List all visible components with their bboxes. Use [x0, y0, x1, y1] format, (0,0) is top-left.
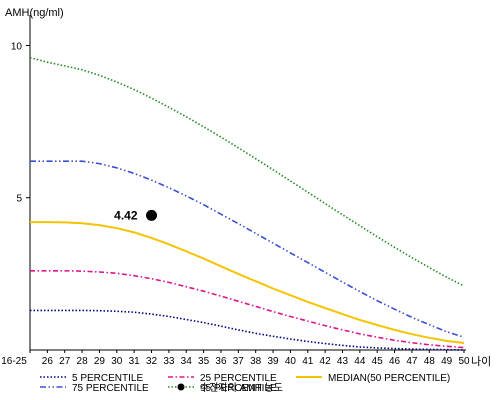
legend-label: 수진자의 AMH 농도 [200, 382, 283, 394]
x-tick-label: 29 [94, 356, 106, 367]
legend-label: 95 PERCENTILE [200, 383, 277, 394]
x-tick-label: 38 [250, 356, 262, 367]
x-tick-label: 49 [441, 356, 453, 367]
x-tick-label: 30 [111, 356, 123, 367]
patient-point [146, 209, 158, 221]
series-line [30, 160, 465, 338]
x-tick-label: 35 [198, 356, 210, 367]
legend-label: 25 PERCENTILE [200, 373, 277, 384]
x-tick-label: 34 [181, 356, 193, 367]
legend-label: 5 PERCENTILE [72, 373, 143, 384]
x-tick-label: 37 [233, 356, 245, 367]
x-tick-label: 41 [302, 356, 314, 367]
x-tick-label: 44 [354, 356, 366, 367]
x-tick-label: 39 [267, 356, 279, 367]
x-tick-label: 46 [389, 356, 401, 367]
series-line [29, 56, 465, 287]
x-tick-label: 45 [372, 356, 384, 367]
x-tick-label: 47 [406, 356, 418, 367]
x-tick-label: 26 [42, 356, 54, 367]
x-tick-label: 27 [59, 356, 71, 367]
x-tick-label: 40 [285, 356, 297, 367]
legend: 5 PERCENTILE 25 PERCENTILE MEDIAN(50 PERCE… [40, 373, 450, 394]
axes [29, 15, 466, 351]
y-tick-label: 5 [16, 194, 22, 205]
x-tick-label: 33 [163, 356, 175, 367]
x-tick-label: 32 [146, 356, 158, 367]
legend-label: 75 PERCENTILE [72, 383, 149, 394]
x-tick-label: 36 [215, 356, 227, 367]
patient-marker: 4.42 [114, 208, 158, 222]
legend-swatch [177, 383, 185, 391]
series-line [30, 221, 465, 344]
x-tick-label: 28 [77, 356, 89, 367]
legend-label: MEDIAN(50 PERCENTILE) [328, 373, 450, 384]
y-ticks: 5 10 [11, 41, 30, 205]
x-tick-label: 16-25 [1, 356, 27, 367]
series-lines [29, 56, 465, 351]
x-tick-label: 42 [320, 356, 332, 367]
x-tick-label: 43 [337, 356, 349, 367]
series-line [30, 270, 465, 349]
x-ticks: 16-25 26 27 28 29 30 31 32 33 34 35 36 37 38 39 40 41 42 4… [1, 350, 470, 367]
patient-point-label: 4.42 [114, 208, 138, 222]
x-tick-label: 50 [458, 356, 470, 367]
series-line [30, 309, 465, 351]
y-axis-title: AMH(ng/ml) [5, 7, 64, 19]
x-tick-label: 31 [129, 356, 141, 367]
x-axis-title: 나이 [471, 355, 491, 368]
y-tick-label: 10 [11, 41, 23, 52]
x-tick-label: 48 [424, 356, 436, 367]
